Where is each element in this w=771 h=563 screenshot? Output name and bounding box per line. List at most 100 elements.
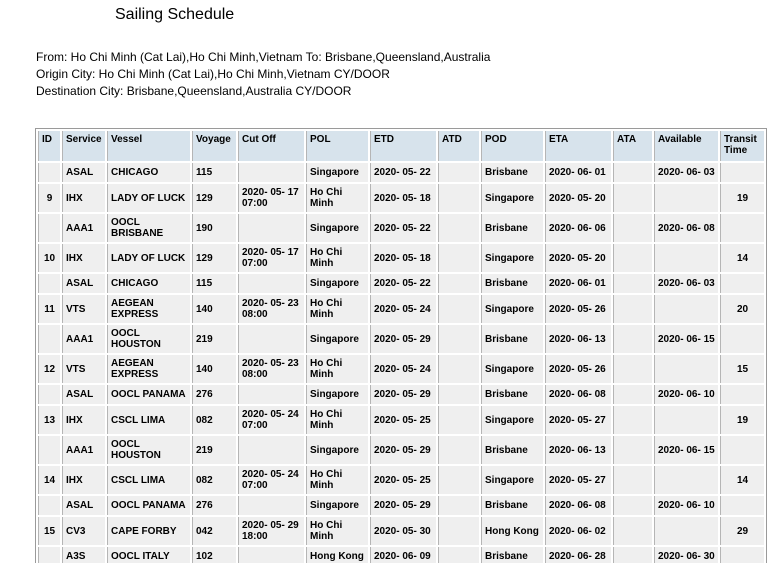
cell-pod: Brisbane — [481, 274, 543, 293]
cell-transit-time — [720, 163, 764, 182]
cell-cut-off — [238, 385, 304, 404]
cell-eta: 2020- 05- 26 — [545, 295, 611, 323]
table-header-row: ID Service Vessel Voyage Cut Off POL ETD ATD POD… — [38, 131, 764, 161]
cell-etd: 2020- 05- 25 — [370, 466, 436, 494]
cell-available — [654, 466, 718, 494]
cell-etd: 2020- 05- 29 — [370, 436, 436, 464]
cell-service: A3S — [62, 547, 105, 563]
cell-eta: 2020- 05- 27 — [545, 466, 611, 494]
cell-etd: 2020- 05- 22 — [370, 163, 436, 182]
cell-atd — [438, 295, 479, 323]
cell-service: IHX — [62, 244, 105, 272]
cell-eta: 2020- 06- 01 — [545, 163, 611, 182]
cell-atd — [438, 406, 479, 434]
cell-cut-off: 2020- 05- 23 08:00 — [238, 295, 304, 323]
table-row: ASAL OOCL PANAMA 276 Singapore 2020- 05- 29 B… — [38, 496, 764, 515]
cell-transit-time: 19 — [720, 184, 764, 212]
cell-eta: 2020- 06- 08 — [545, 496, 611, 515]
cell-cut-off — [238, 163, 304, 182]
cell-pol: Ho Chi Minh — [306, 184, 368, 212]
cell-service: AAA1 — [62, 325, 105, 353]
cell-cut-off: 2020- 05- 23 08:00 — [238, 355, 304, 383]
cell-etd: 2020- 05- 30 — [370, 517, 436, 545]
table-row: AAA1 OOCL BRISBANE 190 Singapore 2020- 05- 2… — [38, 214, 764, 242]
cell-eta: 2020- 06- 02 — [545, 517, 611, 545]
cell-pol: Singapore — [306, 163, 368, 182]
table-row: 13 IHX CSCL LIMA 082 2020- 05- 24 07:00 Ho Ch… — [38, 406, 764, 434]
cell-cut-off — [238, 325, 304, 353]
cell-available: 2020- 06- 30 — [654, 547, 718, 563]
cell-voyage: 276 — [192, 496, 236, 515]
cell-voyage: 082 — [192, 406, 236, 434]
cell-service: IHX — [62, 466, 105, 494]
cell-pol: Ho Chi Minh — [306, 295, 368, 323]
cell-voyage: 115 — [192, 274, 236, 293]
column-header-ata: ATA — [613, 131, 652, 161]
cell-voyage: 140 — [192, 295, 236, 323]
cell-pol: Ho Chi Minh — [306, 355, 368, 383]
cell-pol: Ho Chi Minh — [306, 406, 368, 434]
cell-etd: 2020- 05- 29 — [370, 325, 436, 353]
route-info: From: Ho Chi Minh (Cat Lai),Ho Chi Minh,… — [36, 49, 490, 100]
cell-vessel: OOCL HOUSTON — [107, 436, 190, 464]
cell-eta: 2020- 06- 01 — [545, 274, 611, 293]
cell-voyage: 276 — [192, 385, 236, 404]
cell-service: VTS — [62, 295, 105, 323]
table-row: 15 CV3 CAPE FORBY 042 2020- 05- 29 18:00 Ho C… — [38, 517, 764, 545]
cell-pol: Singapore — [306, 385, 368, 404]
page-title: Sailing Schedule — [115, 6, 235, 23]
cell-vessel: AEGEAN EXPRESS — [107, 295, 190, 323]
cell-voyage: 042 — [192, 517, 236, 545]
table-row: 10 IHX LADY OF LUCK 129 2020- 05- 17 07:00 Ho… — [38, 244, 764, 272]
cell-cut-off: 2020- 05- 17 07:00 — [238, 184, 304, 212]
cell-ata — [613, 274, 652, 293]
table-row: ASAL CHICAGO 115 Singapore 2020- 05- 22 Brisb… — [38, 274, 764, 293]
cell-etd: 2020- 05- 24 — [370, 295, 436, 323]
cell-eta: 2020- 05- 27 — [545, 406, 611, 434]
cell-transit-time: 29 — [720, 517, 764, 545]
cell-pod: Singapore — [481, 184, 543, 212]
cell-id — [38, 214, 60, 242]
table-row: 11 VTS AEGEAN EXPRESS 140 2020- 05- 23 08:00… — [38, 295, 764, 323]
cell-pol: Singapore — [306, 214, 368, 242]
cell-eta: 2020- 06- 06 — [545, 214, 611, 242]
cell-cut-off: 2020- 05- 24 07:00 — [238, 466, 304, 494]
cell-vessel: LADY OF LUCK — [107, 244, 190, 272]
cell-ata — [613, 244, 652, 272]
cell-atd — [438, 466, 479, 494]
table-row: ASAL OOCL PANAMA 276 Singapore 2020- 05- 29 B… — [38, 385, 764, 404]
cell-pol: Ho Chi Minh — [306, 244, 368, 272]
cell-cut-off: 2020- 05- 17 07:00 — [238, 244, 304, 272]
cell-pod: Singapore — [481, 244, 543, 272]
table-row: 12 VTS AEGEAN EXPRESS 140 2020- 05- 23 08:00… — [38, 355, 764, 383]
cell-ata — [613, 547, 652, 563]
cell-atd — [438, 496, 479, 515]
cell-cut-off: 2020- 05- 24 07:00 — [238, 406, 304, 434]
cell-ata — [613, 406, 652, 434]
cell-service: IHX — [62, 184, 105, 212]
cell-vessel: OOCL PANAMA — [107, 496, 190, 515]
cell-transit-time — [720, 547, 764, 563]
cell-voyage: 140 — [192, 355, 236, 383]
cell-ata — [613, 385, 652, 404]
cell-available: 2020- 06- 08 — [654, 214, 718, 242]
cell-ata — [613, 496, 652, 515]
cell-id — [38, 385, 60, 404]
cell-pod: Brisbane — [481, 385, 543, 404]
cell-atd — [438, 163, 479, 182]
cell-etd: 2020- 05- 25 — [370, 406, 436, 434]
cell-ata — [613, 466, 652, 494]
cell-voyage: 082 — [192, 466, 236, 494]
cell-pol: Singapore — [306, 325, 368, 353]
cell-pod: Singapore — [481, 406, 543, 434]
cell-id: 12 — [38, 355, 60, 383]
cell-voyage: 190 — [192, 214, 236, 242]
cell-available: 2020- 06- 03 — [654, 274, 718, 293]
column-header-pod: POD — [481, 131, 543, 161]
cell-cut-off — [238, 547, 304, 563]
cell-pol: Hong Kong — [306, 547, 368, 563]
column-header-voyage: Voyage — [192, 131, 236, 161]
cell-available — [654, 406, 718, 434]
cell-service: VTS — [62, 355, 105, 383]
